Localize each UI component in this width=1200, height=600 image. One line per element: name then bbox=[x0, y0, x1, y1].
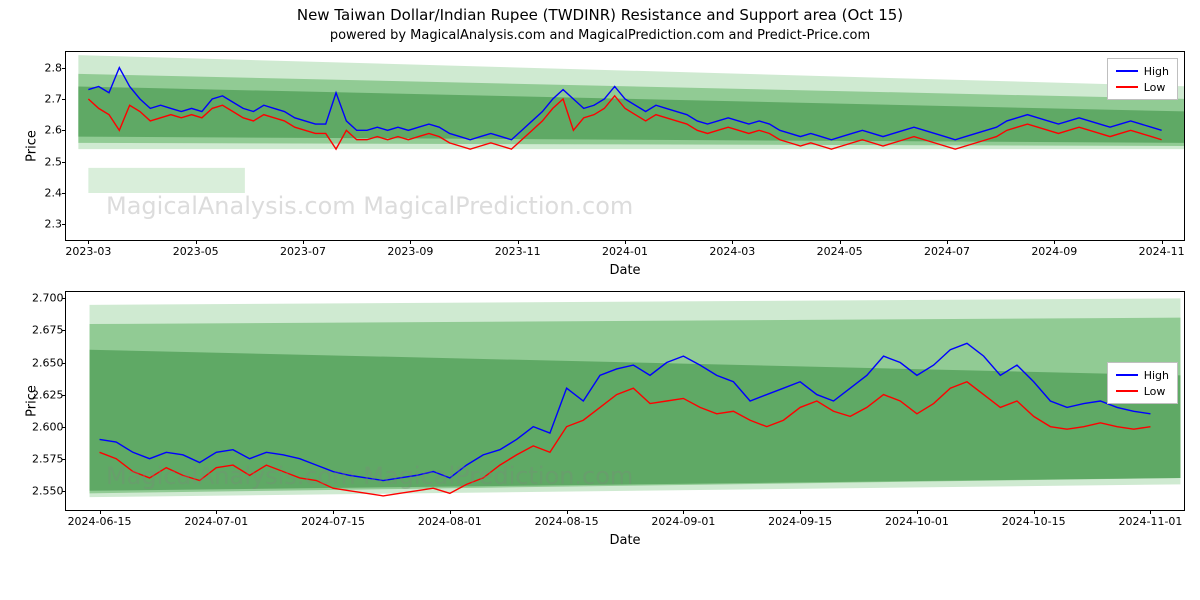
x-tick-label: 2024-08-15 bbox=[535, 515, 599, 528]
top-plot-svg bbox=[66, 52, 1184, 240]
bottom-chart: Price Date MagicalAnalysis.com MagicalPr… bbox=[65, 291, 1185, 511]
chart-title: New Taiwan Dollar/Indian Rupee (TWDINR) … bbox=[0, 0, 1200, 24]
x-tick-label: 2024-03 bbox=[709, 245, 755, 258]
x-tick-label: 2024-10-01 bbox=[885, 515, 949, 528]
legend-swatch-high bbox=[1116, 374, 1138, 376]
legend-label-high: High bbox=[1144, 65, 1169, 78]
legend-item-low: Low bbox=[1116, 79, 1169, 95]
y-tick-label: 2.675 bbox=[32, 324, 62, 337]
legend-item-high: High bbox=[1116, 63, 1169, 79]
y-tick-label: 2.4 bbox=[32, 187, 62, 200]
legend-label-high: High bbox=[1144, 369, 1169, 382]
legend-swatch-high bbox=[1116, 70, 1138, 72]
legend-item-high: High bbox=[1116, 367, 1169, 383]
x-axis-label: Date bbox=[609, 263, 640, 278]
x-tick-label: 2023-05 bbox=[173, 245, 219, 258]
x-tick-label: 2024-01 bbox=[602, 245, 648, 258]
legend-label-low: Low bbox=[1144, 385, 1166, 398]
y-tick-label: 2.575 bbox=[32, 452, 62, 465]
y-tick-label: 2.5 bbox=[32, 155, 62, 168]
x-tick-label: 2024-09-15 bbox=[768, 515, 832, 528]
y-tick-label: 2.650 bbox=[32, 356, 62, 369]
legend: High Low bbox=[1107, 362, 1178, 404]
x-tick-label: 2024-07-01 bbox=[184, 515, 248, 528]
legend: High Low bbox=[1107, 58, 1178, 100]
x-tick-label: 2023-07 bbox=[280, 245, 326, 258]
bottom-plot-svg bbox=[66, 292, 1184, 510]
legend-swatch-low bbox=[1116, 390, 1138, 392]
legend-swatch-low bbox=[1116, 86, 1138, 88]
x-tick-label: 2024-11-01 bbox=[1118, 515, 1182, 528]
x-tick-label: 2024-07 bbox=[924, 245, 970, 258]
y-tick-label: 2.600 bbox=[32, 420, 62, 433]
x-tick-label: 2024-10-15 bbox=[1002, 515, 1066, 528]
chart-subtitle: powered by MagicalAnalysis.com and Magic… bbox=[0, 24, 1200, 47]
x-tick-label: 2024-11 bbox=[1139, 245, 1185, 258]
x-tick-label: 2023-11 bbox=[495, 245, 541, 258]
x-tick-label: 2024-09-01 bbox=[651, 515, 715, 528]
x-tick-label: 2024-06-15 bbox=[68, 515, 132, 528]
x-axis-label: Date bbox=[609, 533, 640, 548]
y-tick-label: 2.700 bbox=[32, 292, 62, 305]
y-tick-label: 2.8 bbox=[32, 61, 62, 74]
x-tick-label: 2023-09 bbox=[387, 245, 433, 258]
y-tick-label: 2.6 bbox=[32, 124, 62, 137]
y-tick-label: 2.550 bbox=[32, 484, 62, 497]
y-tick-label: 2.3 bbox=[32, 218, 62, 231]
x-tick-label: 2024-08-01 bbox=[418, 515, 482, 528]
legend-item-low: Low bbox=[1116, 383, 1169, 399]
x-tick-label: 2023-03 bbox=[65, 245, 111, 258]
top-chart: Price Date MagicalAnalysis.com MagicalPr… bbox=[65, 51, 1185, 241]
x-tick-label: 2024-05 bbox=[817, 245, 863, 258]
y-tick-label: 2.625 bbox=[32, 388, 62, 401]
x-tick-label: 2024-07-15 bbox=[301, 515, 365, 528]
y-tick-label: 2.7 bbox=[32, 93, 62, 106]
x-tick-label: 2024-09 bbox=[1031, 245, 1077, 258]
legend-label-low: Low bbox=[1144, 81, 1166, 94]
